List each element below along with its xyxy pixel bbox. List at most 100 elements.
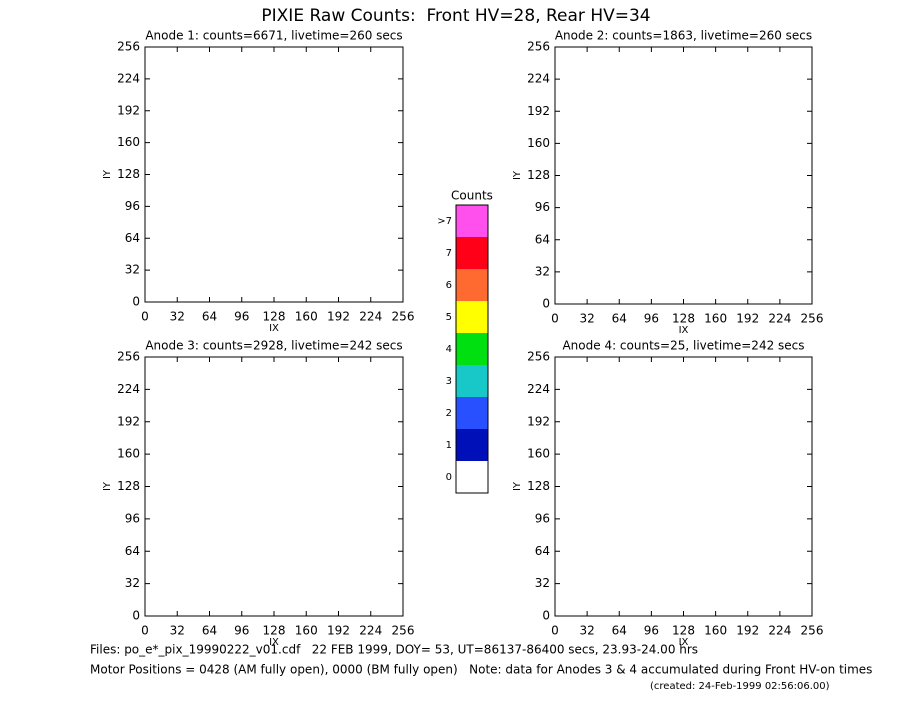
y-tick-label: 256 bbox=[527, 350, 550, 364]
y-tick-label: 224 bbox=[527, 72, 550, 86]
colorbar-swatch bbox=[456, 333, 488, 365]
panel-title: Anode 2: counts=1863, livetime=260 secs bbox=[555, 29, 812, 43]
colorbar-label: 7 bbox=[446, 248, 452, 259]
x-tick-label: 160 bbox=[295, 310, 318, 324]
colorbar-label: 5 bbox=[446, 312, 452, 323]
colorbar-label: >7 bbox=[437, 216, 452, 227]
y-tick-label: 96 bbox=[125, 511, 140, 525]
x-tick-label: 256 bbox=[392, 310, 415, 324]
plot-frame bbox=[144, 356, 404, 617]
colorbar-label: 6 bbox=[446, 280, 452, 291]
y-tick-label: 96 bbox=[125, 199, 140, 213]
x-tick-label: 32 bbox=[579, 312, 594, 326]
x-tick-label: 128 bbox=[672, 624, 695, 638]
y-tick-label: 192 bbox=[527, 414, 550, 428]
y-tick-label: 128 bbox=[117, 479, 140, 493]
x-tick-label: 192 bbox=[327, 624, 350, 638]
x-tick-label: 0 bbox=[551, 312, 559, 326]
colorbar-swatch bbox=[456, 205, 488, 237]
x-tick-label: 160 bbox=[704, 312, 727, 326]
colorbar-label: 3 bbox=[446, 376, 452, 387]
y-tick-label: 160 bbox=[117, 447, 140, 461]
x-tick-label: 256 bbox=[392, 624, 415, 638]
y-tick-label: 192 bbox=[117, 414, 140, 428]
x-tick-label: 96 bbox=[644, 624, 659, 638]
x-tick-label: 192 bbox=[736, 624, 759, 638]
y-tick-label: 0 bbox=[132, 609, 140, 623]
x-tick-label: 64 bbox=[612, 312, 627, 326]
x-tick-label: 192 bbox=[736, 312, 759, 326]
footer-files: Files: po_e*_pix_19990222_v01.cdf 22 FEB… bbox=[90, 643, 698, 657]
y-axis-label: IY bbox=[102, 169, 113, 179]
x-tick-label: 256 bbox=[801, 624, 824, 638]
colorbar-label: 2 bbox=[446, 408, 452, 419]
y-tick-label: 256 bbox=[117, 350, 140, 364]
y-tick-label: 0 bbox=[542, 297, 550, 311]
x-tick-label: 256 bbox=[801, 312, 824, 326]
footer-created: (created: 24-Feb-1999 02:56:06.00) bbox=[650, 681, 830, 692]
panel-title: Anode 4: counts=25, livetime=242 secs bbox=[562, 339, 804, 353]
colorbar-swatch bbox=[456, 397, 488, 429]
y-tick-label: 256 bbox=[117, 40, 140, 54]
colorbar-label: 4 bbox=[446, 344, 452, 355]
y-tick-label: 192 bbox=[527, 104, 550, 118]
x-tick-label: 32 bbox=[579, 624, 594, 638]
y-tick-label: 224 bbox=[117, 382, 140, 396]
colorbar-swatch bbox=[456, 461, 488, 493]
y-tick-label: 64 bbox=[535, 232, 550, 246]
y-tick-label: 224 bbox=[117, 71, 140, 85]
x-tick-label: 64 bbox=[612, 624, 627, 638]
y-axis-label: IY bbox=[512, 481, 523, 491]
y-tick-label: 96 bbox=[535, 200, 550, 214]
colorbar-swatch bbox=[456, 429, 488, 461]
x-tick-label: 128 bbox=[263, 310, 286, 324]
colorbar-title: Counts bbox=[451, 189, 493, 203]
y-tick-label: 256 bbox=[527, 40, 550, 54]
y-tick-label: 128 bbox=[527, 479, 550, 493]
x-tick-label: 32 bbox=[170, 310, 185, 324]
colorbar-label: 0 bbox=[446, 472, 452, 483]
y-tick-label: 32 bbox=[535, 576, 550, 590]
x-tick-label: 224 bbox=[768, 312, 791, 326]
x-tick-label: 160 bbox=[704, 624, 727, 638]
x-axis-label: IX bbox=[269, 323, 279, 334]
colorbar-swatch bbox=[456, 301, 488, 333]
y-tick-label: 160 bbox=[527, 136, 550, 150]
x-tick-label: 32 bbox=[170, 624, 185, 638]
x-tick-label: 96 bbox=[644, 312, 659, 326]
y-tick-label: 192 bbox=[117, 103, 140, 117]
y-tick-label: 64 bbox=[535, 544, 550, 558]
x-tick-label: 0 bbox=[141, 624, 149, 638]
y-tick-label: 64 bbox=[125, 231, 140, 245]
x-axis-label: IX bbox=[679, 325, 689, 336]
colorbar-swatch bbox=[456, 237, 488, 269]
y-tick-label: 32 bbox=[535, 264, 550, 278]
y-tick-label: 32 bbox=[125, 576, 140, 590]
y-tick-label: 128 bbox=[117, 167, 140, 181]
plot-frame bbox=[144, 46, 404, 303]
y-axis-label: IY bbox=[512, 170, 523, 180]
x-tick-label: 160 bbox=[295, 624, 318, 638]
y-tick-label: 160 bbox=[117, 135, 140, 149]
y-tick-label: 96 bbox=[535, 511, 550, 525]
y-tick-label: 224 bbox=[527, 382, 550, 396]
x-axis-label: IX bbox=[679, 637, 689, 648]
page-title: PIXIE Raw Counts: Front HV=28, Rear HV=3… bbox=[261, 6, 650, 26]
colorbar-frame bbox=[455, 204, 489, 494]
x-tick-label: 224 bbox=[359, 624, 382, 638]
plot-frame bbox=[554, 46, 813, 305]
colorbar-label: 1 bbox=[446, 440, 452, 451]
y-tick-label: 32 bbox=[125, 263, 140, 277]
panel-title: Anode 1: counts=6671, livetime=260 secs bbox=[145, 29, 402, 43]
x-tick-label: 64 bbox=[202, 624, 217, 638]
y-tick-label: 0 bbox=[132, 295, 140, 309]
x-tick-label: 96 bbox=[234, 624, 249, 638]
y-tick-label: 128 bbox=[527, 168, 550, 182]
y-tick-label: 64 bbox=[125, 544, 140, 558]
x-tick-label: 0 bbox=[141, 310, 149, 324]
x-tick-label: 224 bbox=[768, 624, 791, 638]
panel-title: Anode 3: counts=2928, livetime=242 secs bbox=[145, 339, 402, 353]
y-axis-label: IY bbox=[102, 481, 113, 491]
x-tick-label: 64 bbox=[202, 310, 217, 324]
